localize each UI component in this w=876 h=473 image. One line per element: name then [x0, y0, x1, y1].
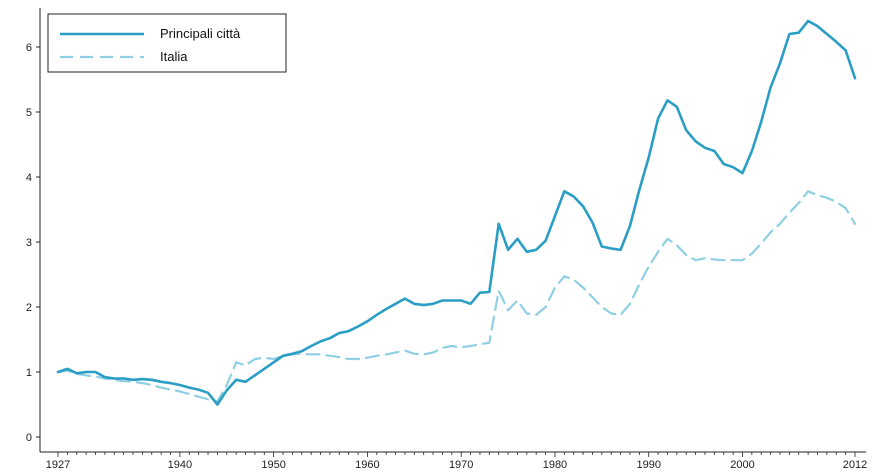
y-tick-label: 5 — [26, 107, 32, 119]
x-tick-label: 2012 — [843, 459, 867, 471]
legend: Principali città Italia — [47, 13, 287, 73]
x-tick-label: 1940 — [168, 459, 192, 471]
series-layer — [56, 19, 857, 406]
series-line-principali-citta — [56, 19, 857, 406]
x-tick-label: 1960 — [355, 459, 379, 471]
legend-box — [47, 13, 287, 73]
y-tick-label: 2 — [26, 302, 32, 314]
legend-label-italia: Italia — [160, 49, 188, 64]
x-tick-label: 1970 — [449, 459, 473, 471]
x-tick-label: 1980 — [543, 459, 567, 471]
x-tick-label: 1927 — [46, 459, 70, 471]
y-tick-label: 4 — [26, 172, 32, 184]
x-tick-label: 2000 — [730, 459, 754, 471]
x-tick-label: 1950 — [261, 459, 285, 471]
x-tick-label: 1990 — [636, 459, 660, 471]
series-line-italia — [56, 190, 857, 403]
x-axis: 1927 1940 1950 1960 1970 1980 1990 2000 2012 — [46, 452, 867, 471]
plot-frame — [39, 8, 866, 453]
y-tick-label: 6 — [26, 42, 32, 54]
y-tick-label: 3 — [26, 237, 32, 249]
legend-label-principali-citta: Principali città — [160, 26, 241, 41]
y-axis: 0 1 2 3 4 5 6 — [26, 42, 40, 444]
y-tick-label: 0 — [26, 432, 32, 444]
y-tick-label: 1 — [26, 367, 32, 379]
